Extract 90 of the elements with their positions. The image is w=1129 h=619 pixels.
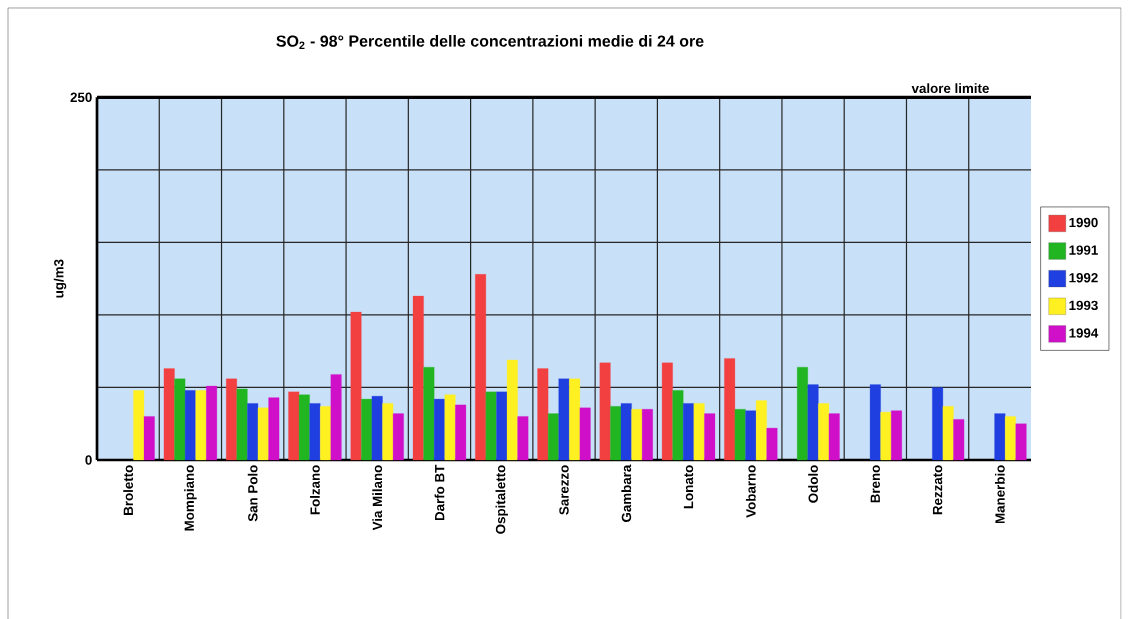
bar	[807, 384, 819, 461]
bar	[797, 367, 808, 461]
bar	[547, 413, 559, 461]
x-tick-label: Broletto	[123, 465, 134, 515]
bar	[891, 410, 902, 461]
bar	[642, 409, 653, 461]
x-tick-label: Lonato	[683, 465, 694, 509]
bar	[994, 413, 1006, 461]
chart-title: SO$_{2}$ - 98° Percentile delle concentrazioni medie di 24 ore	[276, 35, 704, 49]
x-tick-label: Manerbio	[994, 465, 1005, 524]
bar	[734, 409, 746, 461]
bar	[330, 374, 342, 461]
bar	[392, 413, 404, 461]
bar	[236, 388, 248, 461]
bar	[143, 416, 155, 461]
x-tick-label: Vobarno	[745, 465, 756, 518]
bar	[206, 385, 218, 461]
x-tick-label: Breno	[870, 465, 880, 503]
bar	[828, 413, 840, 461]
bar	[672, 390, 684, 461]
bar	[361, 398, 373, 461]
legend-label: 1990	[1069, 217, 1098, 228]
bar	[163, 368, 175, 461]
bar	[434, 398, 445, 461]
bar	[1005, 416, 1016, 461]
x-tick-label: Folzano	[310, 465, 320, 515]
bar	[704, 413, 716, 461]
ref-line-label: valore limite	[911, 83, 989, 94]
bar	[371, 396, 383, 461]
x-tick-label: Odolo	[808, 465, 818, 503]
bar	[745, 410, 757, 461]
bar	[610, 406, 622, 461]
bar	[818, 403, 830, 461]
x-tick-label: Rezzato	[932, 465, 943, 515]
legend-label: 1992	[1069, 273, 1098, 283]
x-tick-label: Sarezzo	[559, 465, 569, 515]
bar	[599, 362, 611, 461]
bar	[496, 391, 508, 461]
y-axis-title: ug/m3	[53, 259, 67, 298]
x-tick-label: Gambara	[621, 464, 632, 522]
bar	[174, 378, 186, 461]
bar	[309, 403, 321, 461]
bar	[661, 362, 673, 461]
bar	[485, 391, 497, 461]
bar	[683, 403, 694, 461]
bar	[350, 311, 362, 461]
bar	[444, 394, 456, 461]
legend-label: 1994	[1069, 328, 1099, 338]
x-tick-label: San Polo	[247, 465, 258, 522]
bar	[569, 378, 581, 461]
bar	[382, 403, 394, 461]
bar	[268, 397, 280, 461]
bar	[506, 359, 518, 461]
bar	[942, 406, 954, 461]
bar	[257, 407, 269, 461]
bar	[869, 384, 881, 461]
bar	[517, 416, 529, 461]
bar	[558, 378, 570, 461]
y-tick-label: 250	[70, 92, 92, 103]
bar	[184, 390, 196, 461]
bar	[579, 407, 591, 461]
bar	[766, 427, 778, 461]
bar	[724, 358, 736, 461]
bar	[620, 403, 632, 461]
legend-label: 1991	[1069, 245, 1098, 255]
bar	[755, 400, 767, 461]
bar	[298, 394, 310, 461]
bar	[880, 411, 892, 461]
x-tick-label: Darfo BT	[434, 464, 445, 521]
bar	[475, 274, 486, 461]
x-tick-label: Via Milano	[372, 465, 383, 531]
bar	[412, 295, 424, 461]
bar	[226, 378, 237, 461]
x-tick-label: Ospitaletto	[495, 465, 508, 534]
bar	[455, 404, 467, 461]
bar	[423, 367, 435, 461]
x-tick-label: Mompiano	[184, 465, 197, 531]
bar	[288, 391, 300, 461]
bar	[953, 419, 965, 461]
bar	[932, 387, 944, 461]
bar	[537, 368, 549, 461]
bar	[320, 406, 331, 461]
y-tick-label: 0	[85, 455, 92, 465]
bar	[247, 403, 259, 461]
bar	[693, 403, 705, 461]
bar	[195, 390, 207, 461]
bar	[631, 409, 643, 461]
bar	[133, 390, 145, 461]
bar	[1015, 423, 1027, 461]
legend-label: 1993	[1069, 300, 1098, 311]
